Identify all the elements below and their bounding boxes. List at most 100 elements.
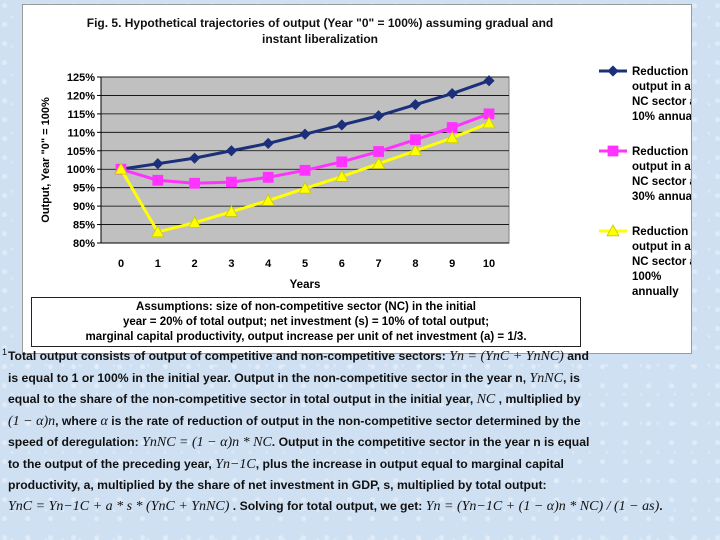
data-point-10pct — [483, 75, 495, 87]
x-tick-label: 1 — [155, 258, 161, 270]
data-point-100pct — [298, 181, 312, 194]
y-tick-label: 90% — [73, 201, 95, 213]
x-axis-label: Years — [290, 279, 321, 291]
text-fragment: , where — [55, 413, 101, 428]
y-tick-label: 120% — [67, 90, 95, 102]
data-point-30pct — [373, 146, 385, 157]
data-point-10pct — [373, 110, 385, 122]
data-point-100pct — [371, 156, 386, 169]
data-point-10pct — [189, 152, 201, 164]
text-fragment: , multiplied by — [495, 392, 581, 406]
data-point-100pct — [151, 225, 165, 238]
formula: Yn = (Yn−1C + (1 − α)n * NC) / (1 − as) — [425, 498, 660, 514]
legend-label-10pct: output in a — [632, 81, 691, 93]
data-point-30pct — [189, 177, 201, 189]
text-fragment: . Output in the competitive sector in th… — [271, 435, 590, 449]
formula: (1 − α)n — [8, 413, 56, 429]
chart-title-line: instant liberalization — [262, 32, 378, 46]
legend-label-100pct: Reduction of — [632, 226, 691, 238]
text-fragment: is the rate of reduction of output in th… — [107, 413, 581, 428]
chart-title-line: Fig. 5. Hypothetical trajectories of out… — [87, 16, 554, 30]
data-point-10pct — [446, 88, 458, 100]
data-point-100pct — [335, 169, 349, 182]
data-point-30pct — [409, 134, 421, 146]
legend-label-100pct: NC sector at — [632, 256, 691, 268]
data-point-10pct — [152, 158, 164, 170]
formula: Yn−1C — [215, 456, 256, 472]
legend-marker-10pct — [607, 65, 619, 77]
assumptions-text: Assumptions: size of non-competitive sec… — [85, 300, 527, 343]
data-point-10pct — [262, 137, 274, 149]
figure-panel: Fig. 5. Hypothetical trajectories of out… — [22, 4, 692, 354]
legend-label-10pct: Reduction of — [632, 66, 691, 78]
data-point-30pct — [446, 122, 458, 133]
data-point-100pct — [114, 162, 128, 175]
footnote-mark: 1 — [2, 347, 8, 357]
text-line: speed of deregulation: YnNC = (1 − α)n *… — [8, 432, 716, 454]
x-tick-label: 10 — [483, 258, 495, 270]
x-tick-label: 2 — [192, 258, 198, 270]
data-point-10pct — [336, 119, 348, 131]
formula: YnC = Yn−1C + a * s * (YnC + YnNC) — [8, 498, 230, 514]
data-point-30pct — [262, 171, 274, 183]
plot-area — [100, 76, 510, 244]
data-point-30pct — [225, 176, 237, 188]
legend-label-100pct: output in a — [632, 241, 691, 253]
legend-marker-30pct — [607, 145, 619, 157]
data-point-30pct — [299, 164, 311, 176]
data-point-30pct — [336, 156, 348, 168]
text-line: is equal to 1 or 100% in the initial yea… — [8, 368, 716, 390]
x-tick-label: 4 — [265, 258, 272, 270]
data-point-100pct — [187, 215, 202, 228]
x-tick-label: 9 — [449, 258, 455, 270]
text-fragment: Total output consists of output of compe… — [8, 349, 450, 363]
legend-label-10pct: NC sector at — [632, 96, 691, 108]
text-fragment: . — [659, 498, 663, 513]
y-tick-label: 100% — [67, 164, 95, 176]
formula: α — [100, 413, 108, 429]
text-fragment: productivity, a, multiplied by the share… — [8, 478, 547, 492]
formula: NC — [476, 392, 496, 407]
x-tick-label: 8 — [412, 258, 418, 270]
legend-label-30pct: NC sector at — [632, 176, 691, 188]
legend-marker-100pct — [606, 224, 620, 237]
data-point-30pct — [152, 174, 164, 186]
x-tick-label: 0 — [118, 258, 124, 270]
y-tick-label: 125% — [67, 72, 95, 84]
text-line: equal to the share of the non-competitiv… — [8, 389, 716, 411]
text-fragment: is equal to 1 or 100% in the initial yea… — [8, 370, 530, 385]
text-line: to the output of the preceding year, Yn−… — [8, 454, 716, 476]
y-tick-label: 80% — [73, 238, 95, 250]
data-point-100pct — [482, 116, 496, 129]
text-fragment: , is — [562, 370, 580, 385]
data-point-100pct — [445, 131, 459, 144]
x-tick-label: 6 — [339, 258, 345, 270]
y-axis-label: Output, Year "0" = 100% — [40, 97, 52, 223]
data-point-10pct — [299, 128, 311, 140]
text-fragment: to the output of the preceding year, — [8, 456, 216, 471]
legend-label-100pct: 100% — [632, 271, 661, 283]
line-chart: Fig. 5. Hypothetical trajectories of out… — [40, 16, 691, 298]
explanation-text: 1 Total output consists of output of com… — [2, 346, 716, 517]
text-fragment: and — [563, 349, 589, 363]
text-fragment: equal to the share of the non-competitiv… — [8, 392, 477, 406]
formula: YnNC = (1 − α)n * NC — [142, 435, 272, 450]
x-tick-label: 3 — [228, 258, 234, 270]
x-tick-label: 5 — [302, 258, 308, 270]
y-tick-label: 105% — [67, 146, 95, 158]
data-point-100pct — [408, 143, 423, 156]
x-tick-label: 7 — [376, 258, 382, 270]
y-tick-label: 95% — [73, 183, 95, 195]
text-fragment: , plus the increase in output equal to m… — [255, 456, 564, 471]
y-tick-label: 115% — [67, 109, 95, 121]
data-point-100pct — [261, 193, 275, 206]
y-tick-label: 85% — [73, 220, 95, 232]
y-tick-label: 110% — [67, 127, 95, 139]
data-point-10pct — [225, 145, 237, 157]
assumptions-box: Assumptions: size of non-competitive sec… — [31, 297, 581, 347]
legend-label-10pct: 10% annually — [632, 111, 691, 123]
legend-label-100pct: annually — [632, 286, 679, 298]
text-fragment: . Solving for total output, we get: — [229, 498, 426, 513]
text-line: (1 − α)n, where α is the rate of reducti… — [8, 411, 716, 433]
formula: YnNC — [529, 370, 563, 386]
